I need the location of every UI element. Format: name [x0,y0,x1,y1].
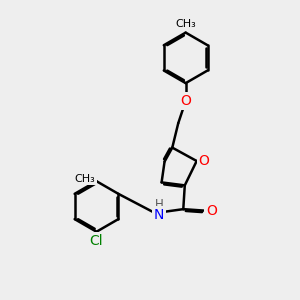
Text: N: N [154,208,164,222]
Text: CH₃: CH₃ [75,174,96,184]
Text: O: O [180,94,191,108]
Text: O: O [199,154,209,168]
Text: O: O [206,204,217,218]
Text: H: H [154,198,163,211]
Text: CH₃: CH₃ [175,19,196,29]
Text: Cl: Cl [90,234,103,248]
